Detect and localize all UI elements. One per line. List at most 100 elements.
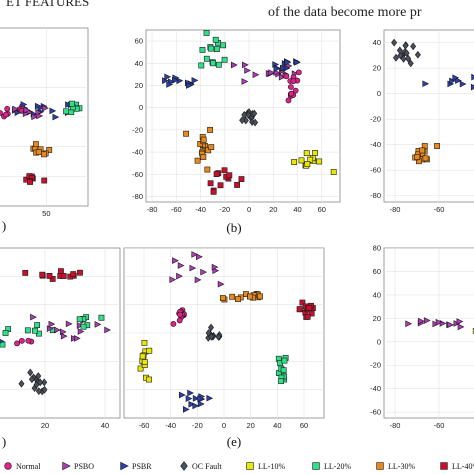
point-psbo <box>42 104 49 112</box>
legend-label: PSBR <box>132 462 152 471</box>
point-ll-30 <box>207 127 213 133</box>
point-psbo <box>241 78 249 85</box>
x-tick-label: -20 <box>219 205 230 214</box>
point-oc-fault <box>18 379 25 388</box>
point-ll-20 <box>80 323 87 330</box>
point-psbo <box>48 320 56 328</box>
y-tick-label: -20 <box>132 125 143 134</box>
point-psbo <box>23 106 31 114</box>
point-psbr <box>273 65 281 73</box>
y-tick-label: 80 <box>373 244 381 253</box>
point-oc-fault <box>215 333 222 341</box>
point-psbr <box>164 73 172 81</box>
point-psbo <box>189 264 197 272</box>
y-tick-label: -80 <box>132 192 143 201</box>
point-oc-fault <box>245 111 252 119</box>
point-normal <box>4 105 11 112</box>
point-ll-40 <box>238 176 245 182</box>
point-psbo <box>94 321 102 328</box>
y-tick-label: -60 <box>370 408 381 417</box>
point-psbo <box>169 276 177 283</box>
point-oc-fault <box>28 375 35 384</box>
point-ll-40 <box>296 306 303 313</box>
point-oc-fault <box>400 54 407 63</box>
point-psbr <box>197 395 205 402</box>
point-psbo <box>31 113 39 121</box>
point-psbr <box>186 82 193 89</box>
point-psbo <box>200 268 207 276</box>
header-right-text: of the data become more pr <box>268 5 422 20</box>
point-psbo <box>423 317 431 324</box>
y-tick-label: -60 <box>370 166 381 175</box>
point-psbo <box>435 318 443 326</box>
panel-label: (e) <box>227 434 241 449</box>
point-normal <box>176 317 183 324</box>
point-ll-20 <box>36 330 42 337</box>
point-ll-10 <box>139 353 146 360</box>
point-ll-30 <box>205 147 212 154</box>
point-psbo <box>172 257 179 265</box>
point-ll-30 <box>434 143 440 149</box>
legend-item-ll-40: LL-40% <box>440 462 474 471</box>
point-ll-10 <box>330 169 337 175</box>
legend-item-oc-fault: OC Fault <box>180 461 222 471</box>
point-ll-40 <box>49 276 56 282</box>
y-tick-label: 20 <box>373 314 381 323</box>
point-ll-40 <box>58 268 64 275</box>
point-normal <box>295 69 302 76</box>
plot-area <box>383 29 474 203</box>
point-psbr <box>188 400 196 408</box>
panel-label: (b) <box>226 220 241 235</box>
point-oc-fault <box>402 41 409 50</box>
scatter-panel-6: -80 -60 -60 -40 -20 0 20 40 60 80 <box>370 244 474 430</box>
point-psbr <box>471 73 474 81</box>
point-psbo <box>54 326 61 334</box>
point-ll-20 <box>210 60 217 67</box>
point-psbr <box>192 402 200 410</box>
point-psbo <box>230 61 238 69</box>
point-psbr <box>452 74 460 82</box>
point-ll-20 <box>32 327 38 334</box>
point-ll-20 <box>63 108 70 115</box>
point-ll-20 <box>68 109 75 116</box>
point-ll-20 <box>24 327 31 334</box>
point-psbr <box>293 59 301 66</box>
legend-marker-psbr <box>120 461 129 471</box>
point-ll-20 <box>212 36 219 43</box>
point-oc-fault <box>33 380 40 389</box>
y-tick-label: 20 <box>135 81 143 90</box>
scatter-panel-3: -80 -60 -80 -60 -40 -20 0 20 40 <box>370 29 474 214</box>
point-ll-30 <box>40 151 47 158</box>
legend-label: Normal <box>16 462 41 471</box>
y-tick-label: 0 <box>139 103 143 112</box>
point-oc-fault <box>396 46 403 55</box>
point-ll-10 <box>141 339 148 346</box>
point-normal <box>170 321 177 327</box>
point-ll-40 <box>226 172 233 179</box>
point-ll-10 <box>312 150 319 156</box>
point-ll-20 <box>98 314 105 321</box>
point-ll-30 <box>200 136 207 143</box>
point-ll-10 <box>146 347 153 354</box>
point-normal <box>2 111 9 118</box>
point-ll-20 <box>203 55 210 62</box>
x-tick-label: 20 <box>246 421 254 430</box>
point-psbo <box>456 318 464 325</box>
x-tick-label: -80 <box>390 421 401 430</box>
point-psbo <box>104 326 111 334</box>
point-psbo <box>177 262 185 269</box>
point-psbo <box>241 61 249 69</box>
y-tick-label: 0 <box>377 89 381 98</box>
point-oc-fault <box>41 385 48 394</box>
point-ll-10 <box>291 159 297 165</box>
point-psbr <box>470 83 474 91</box>
point-ll-10 <box>298 157 305 164</box>
point-ll-20 <box>220 42 226 49</box>
panel-label: ) <box>2 218 6 233</box>
scatter-panel-4: 20 40) <box>0 247 121 449</box>
point-psbo <box>244 67 251 74</box>
point-normal <box>283 73 290 80</box>
point-psbo <box>60 332 68 340</box>
point-ll-40 <box>217 182 224 189</box>
point-psbr <box>455 77 462 84</box>
